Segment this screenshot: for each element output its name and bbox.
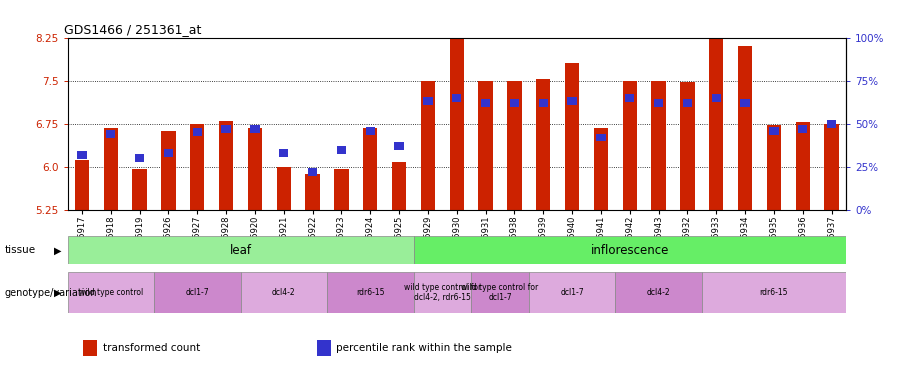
Bar (219, 121, 233, 210)
Bar (308, 168, 318, 176)
Bar (452, 94, 462, 102)
Bar (305, 174, 320, 210)
Text: dcl1-7: dcl1-7 (561, 288, 584, 297)
Text: percentile rank within the sample: percentile rank within the sample (336, 343, 512, 353)
Bar (327, 272, 413, 313)
Bar (623, 81, 637, 210)
Bar (248, 128, 262, 210)
Bar (596, 134, 606, 141)
Bar (154, 272, 240, 313)
Bar (770, 127, 778, 135)
Text: inflorescence: inflorescence (590, 244, 669, 257)
Bar (683, 99, 692, 107)
Bar (337, 146, 347, 153)
Bar (394, 142, 404, 150)
Bar (796, 122, 810, 210)
Bar (363, 128, 377, 210)
Bar (276, 168, 291, 210)
Bar (423, 98, 433, 105)
Bar (135, 154, 144, 162)
Bar (565, 63, 580, 210)
Bar (709, 20, 724, 210)
Bar (161, 131, 176, 210)
Bar (334, 169, 348, 210)
Bar (221, 125, 230, 133)
Text: ▶: ▶ (54, 245, 61, 255)
Text: leaf: leaf (230, 244, 251, 257)
Bar (250, 125, 259, 133)
Bar (738, 46, 752, 210)
Bar (164, 149, 173, 157)
Bar (449, 20, 464, 210)
Text: dcl4-2: dcl4-2 (647, 288, 670, 297)
Bar (479, 81, 493, 210)
Text: dcl4-2: dcl4-2 (272, 288, 295, 297)
Text: rdr6-15: rdr6-15 (760, 288, 788, 297)
Bar (509, 99, 519, 107)
Bar (68, 236, 413, 264)
Text: wild type control: wild type control (78, 288, 143, 297)
Text: wild type control for
dcl1-7: wild type control for dcl1-7 (462, 283, 538, 302)
Bar (767, 126, 781, 210)
Text: wild type control for
dcl4-2, rdr6-15: wild type control for dcl4-2, rdr6-15 (404, 283, 481, 302)
Bar (413, 272, 472, 313)
Text: ▶: ▶ (54, 288, 61, 297)
Text: dcl1-7: dcl1-7 (185, 288, 209, 297)
Bar (616, 272, 702, 313)
Bar (824, 124, 839, 210)
Bar (567, 98, 577, 105)
Bar (420, 81, 435, 210)
Bar (365, 127, 375, 135)
Bar (652, 81, 666, 210)
Bar (481, 99, 491, 107)
Bar (77, 151, 86, 159)
Bar (75, 160, 89, 210)
Bar (472, 272, 529, 313)
Text: tissue: tissue (4, 245, 36, 255)
Bar (798, 125, 807, 133)
Bar (827, 120, 836, 128)
Bar (680, 82, 695, 210)
Bar (654, 99, 663, 107)
Text: genotype/variation: genotype/variation (4, 288, 97, 297)
Bar (626, 94, 634, 102)
Bar (83, 340, 97, 356)
Bar (741, 99, 750, 107)
Text: transformed count: transformed count (103, 343, 200, 353)
Bar (508, 81, 522, 210)
Bar (193, 129, 202, 136)
Bar (538, 99, 548, 107)
Bar (190, 124, 204, 210)
Bar (712, 94, 721, 102)
Bar (594, 128, 608, 210)
Bar (392, 162, 406, 210)
Bar (240, 272, 327, 313)
Text: GDS1466 / 251361_at: GDS1466 / 251361_at (64, 23, 201, 36)
Bar (132, 169, 147, 210)
Bar (106, 130, 115, 138)
Bar (317, 340, 330, 356)
Text: rdr6-15: rdr6-15 (356, 288, 384, 297)
Bar (536, 80, 551, 210)
Bar (279, 149, 288, 157)
Bar (413, 236, 846, 264)
Bar (104, 128, 118, 210)
Bar (529, 272, 616, 313)
Bar (702, 272, 846, 313)
Bar (68, 272, 154, 313)
